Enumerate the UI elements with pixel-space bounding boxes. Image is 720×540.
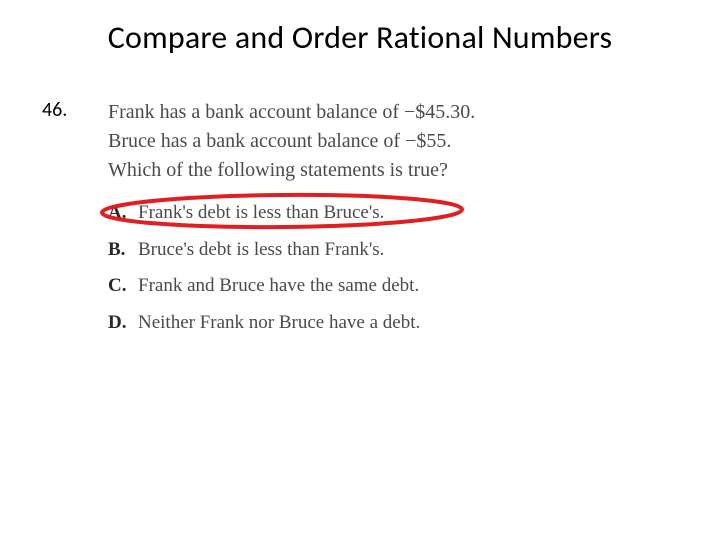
option-letter: D. [108,309,138,338]
option-text: Frank and Bruce have the same debt. [138,272,419,301]
option-a: A. Frank's debt is less than Bruce's. [108,199,498,228]
question-text: Frank has a bank account balance of −$45… [108,98,498,185]
option-c: C. Frank and Bruce have the same debt. [108,272,498,301]
option-letter: A. [108,199,138,228]
page-title: Compare and Order Rational Numbers [0,18,720,57]
option-text: Frank's debt is less than Bruce's. [138,199,384,228]
option-text: Bruce's debt is less than Frank's. [138,236,384,265]
option-d: D. Neither Frank nor Bruce have a debt. [108,309,498,338]
problem-number: 46. [42,98,67,122]
options-list: A. Frank's debt is less than Bruce's. B.… [108,199,498,337]
option-b: B. Bruce's debt is less than Frank's. [108,236,498,265]
question-block: Frank has a bank account balance of −$45… [108,98,498,345]
option-letter: C. [108,272,138,301]
option-text: Neither Frank nor Bruce have a debt. [138,309,420,338]
option-letter: B. [108,236,138,265]
